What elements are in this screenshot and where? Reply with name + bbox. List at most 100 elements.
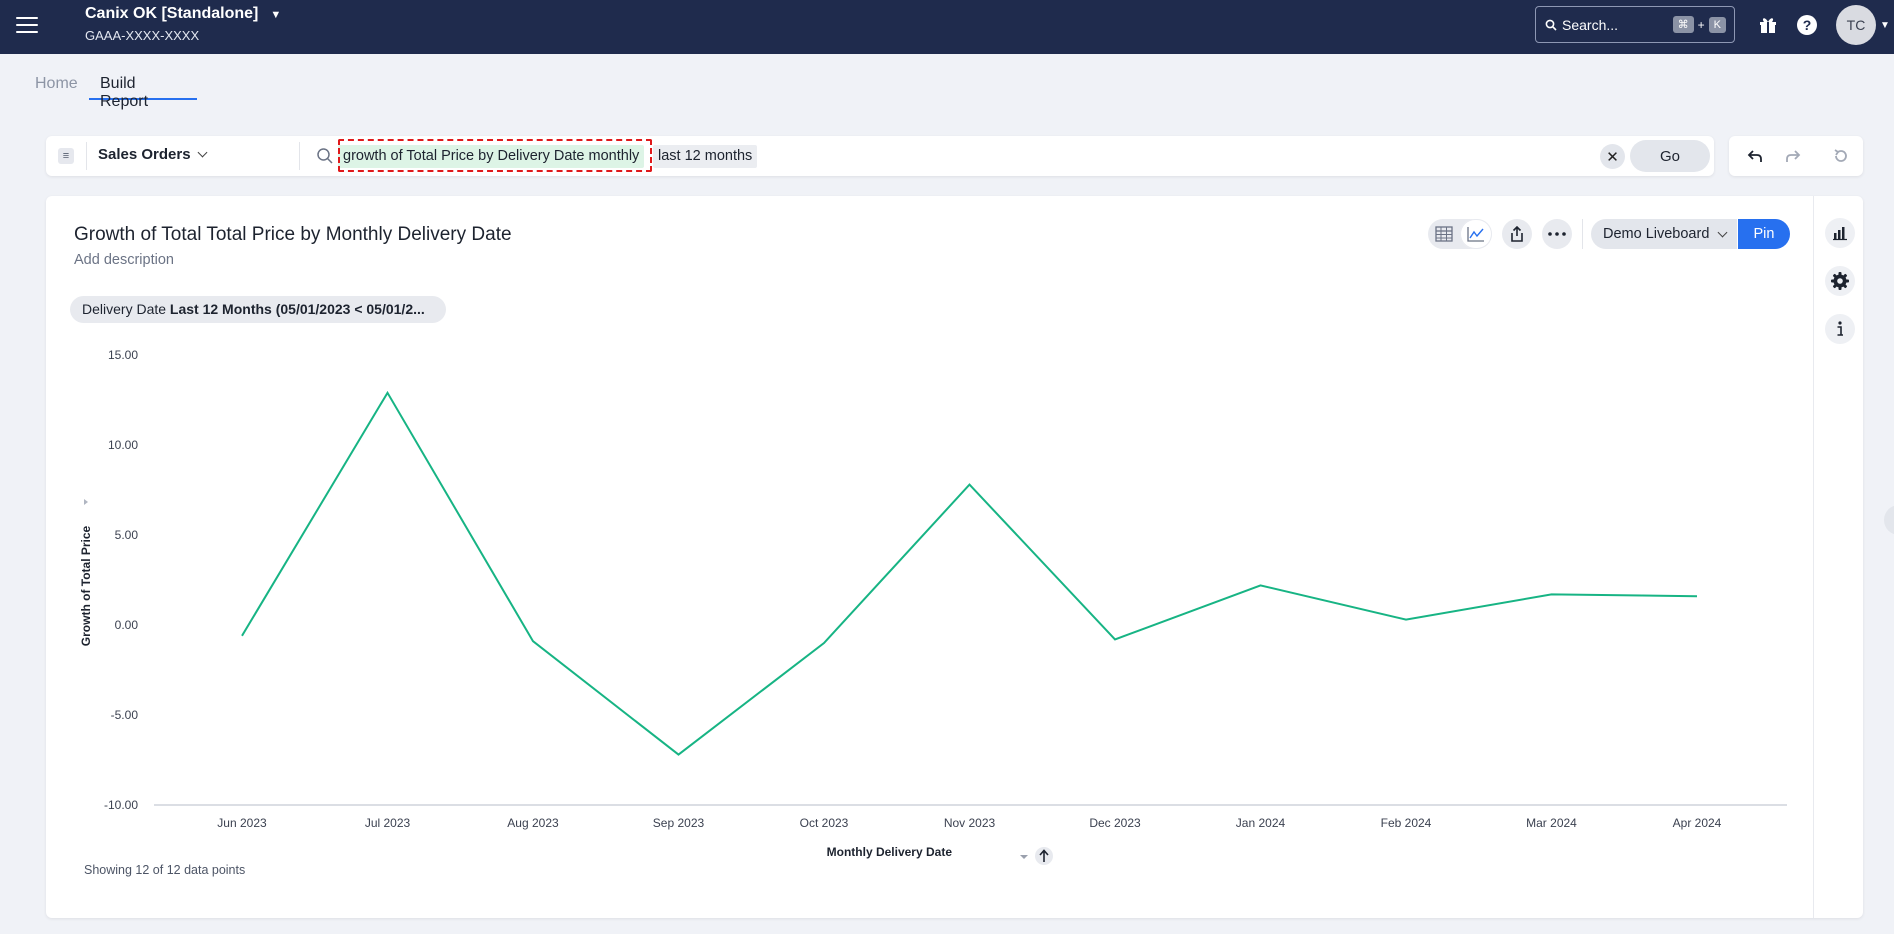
- chart-config-button[interactable]: [1825, 218, 1855, 248]
- chevron-down-icon: [197, 147, 208, 158]
- data-point[interactable]: [1691, 590, 1703, 602]
- org-id: GAAA-XXXX-XXXX: [85, 28, 200, 43]
- avatar-caret-icon[interactable]: ▼: [1880, 20, 1890, 31]
- org-name: Canix OK [Standalone]: [85, 5, 259, 22]
- x-tick-label: Apr 2024: [1673, 816, 1722, 830]
- share-button[interactable]: [1502, 219, 1532, 249]
- redo-button[interactable]: [1781, 144, 1805, 168]
- divider: [86, 142, 87, 170]
- search-token-main[interactable]: growth of Total Price by Delivery Date m…: [338, 145, 645, 168]
- go-button[interactable]: Go: [1630, 140, 1710, 172]
- add-description[interactable]: Add description: [74, 252, 174, 268]
- y-axis-label-caret-icon[interactable]: [84, 499, 88, 505]
- viz-type-toggle: [1428, 219, 1492, 249]
- x-axis-label-caret-icon[interactable]: [1020, 855, 1028, 859]
- x-tick-label: Oct 2023: [800, 816, 849, 830]
- x-tick-label: Mar 2024: [1526, 816, 1577, 830]
- filter-chip-delivery-date[interactable]: Delivery Date Last 12 Months (05/01/2023…: [70, 296, 446, 323]
- data-point[interactable]: [1400, 614, 1412, 626]
- y-tick-label: -10.00: [104, 798, 138, 812]
- info-icon: [1837, 321, 1843, 336]
- y-tick-label: -5.00: [111, 708, 139, 722]
- more-icon: [1548, 232, 1566, 236]
- data-source-label: Sales Orders: [98, 146, 191, 163]
- org-switcher[interactable]: Canix OK [Standalone] ▼: [85, 5, 281, 23]
- gift-icon: [1760, 18, 1776, 33]
- series-group: [236, 387, 1703, 761]
- divider: [1582, 219, 1583, 249]
- y-axis: 15.00 10.00 5.00 0.00 -5.00 -10.00: [104, 348, 138, 812]
- data-points-note: Showing 12 of 12 data points: [84, 863, 246, 877]
- breadcrumb-build-report-label: Build Report: [100, 75, 149, 110]
- table-view-button[interactable]: [1428, 219, 1460, 249]
- shortcut-k: K: [1708, 16, 1726, 33]
- caret-down-icon[interactable]: ▼: [270, 9, 282, 21]
- x-tick-label: Sep 2023: [653, 816, 705, 830]
- data-point[interactable]: [818, 637, 830, 649]
- data-point[interactable]: [673, 749, 685, 761]
- y-tick-label: 15.00: [108, 348, 138, 362]
- global-search-input[interactable]: Search... ⌘ + K: [1535, 6, 1735, 43]
- breadcrumb-build-report[interactable]: Build Report: [89, 75, 197, 110]
- highlight-box: [338, 139, 652, 172]
- chart-title[interactable]: Growth of Total Total Price by Monthly D…: [74, 224, 512, 245]
- x-tick-label: Jun 2023: [217, 816, 267, 830]
- search-placeholder: Search...: [1562, 16, 1619, 33]
- avatar[interactable]: TC: [1836, 5, 1876, 45]
- redo-icon: [1786, 150, 1801, 162]
- top-navbar: Canix OK [Standalone] ▼ GAAA-XXXX-XXXX S…: [0, 0, 1894, 54]
- data-point[interactable]: [527, 635, 539, 647]
- liveboard-label: Demo Liveboard: [1603, 226, 1710, 242]
- shortcut-plus: +: [1697, 17, 1705, 32]
- x-tick-label: Jan 2024: [1236, 816, 1286, 830]
- y-tick-label: 5.00: [115, 528, 139, 542]
- liveboard-select[interactable]: Demo Liveboard: [1591, 219, 1737, 249]
- undo-button[interactable]: [1743, 144, 1767, 168]
- reset-button[interactable]: [1829, 144, 1853, 168]
- close-icon: ✕: [1606, 148, 1619, 166]
- divider: [299, 142, 300, 170]
- search-icon: [1545, 19, 1557, 31]
- side-panel-handle[interactable]: [1884, 505, 1894, 535]
- more-options-button[interactable]: [1542, 219, 1572, 249]
- data-point[interactable]: [964, 479, 976, 491]
- answer-card: Growth of Total Total Price by Monthly D…: [46, 196, 1863, 918]
- data-point[interactable]: [382, 387, 394, 399]
- x-axis: Jun 2023 Jul 2023 Aug 2023 Sep 2023 Oct 2023…: [217, 816, 1721, 830]
- history-controls: [1729, 136, 1863, 176]
- x-axis-label[interactable]: Monthly Delivery Date: [827, 845, 953, 859]
- x-tick-label: Feb 2024: [1381, 816, 1432, 830]
- share-icon: [1511, 226, 1523, 242]
- search-icon: [317, 148, 333, 164]
- settings-button[interactable]: [1825, 266, 1855, 296]
- data-source-select[interactable]: Sales Orders: [98, 146, 208, 163]
- info-button[interactable]: [1825, 314, 1855, 344]
- clear-search-button[interactable]: ✕: [1600, 144, 1625, 169]
- series-line[interactable]: [241, 390, 1698, 756]
- pin-button[interactable]: Pin: [1738, 219, 1790, 249]
- chart-view-button[interactable]: [1460, 219, 1492, 249]
- shortcut-cmd: ⌘: [1672, 16, 1694, 33]
- menu-icon[interactable]: [14, 12, 40, 38]
- sort-ascending-button[interactable]: [1035, 847, 1053, 865]
- arrow-up-icon: [1039, 849, 1049, 862]
- whats-new-icon[interactable]: [1755, 12, 1781, 38]
- side-rail-divider: [1813, 196, 1814, 918]
- y-tick-label: 10.00: [108, 438, 138, 452]
- data-point[interactable]: [236, 630, 248, 642]
- reset-icon: [1834, 149, 1847, 162]
- help-button[interactable]: ?: [1794, 12, 1820, 38]
- bar-chart-icon: [1833, 227, 1847, 241]
- help-icon: ?: [1797, 15, 1817, 35]
- line-chart-icon: [1467, 227, 1484, 242]
- data-point[interactable]: [1109, 633, 1121, 645]
- breadcrumb-home[interactable]: Home: [35, 75, 78, 92]
- data-point[interactable]: [1546, 588, 1558, 600]
- data-point[interactable]: [1255, 579, 1267, 591]
- undo-icon: [1747, 150, 1762, 162]
- search-query-bar: ≡ Sales Orders growth of Total Price by …: [46, 136, 1714, 176]
- y-axis-label[interactable]: Growth of Total Price: [79, 525, 93, 646]
- search-token-filter[interactable]: last 12 months: [653, 145, 758, 168]
- data-panel-toggle-icon[interactable]: ≡: [58, 148, 74, 164]
